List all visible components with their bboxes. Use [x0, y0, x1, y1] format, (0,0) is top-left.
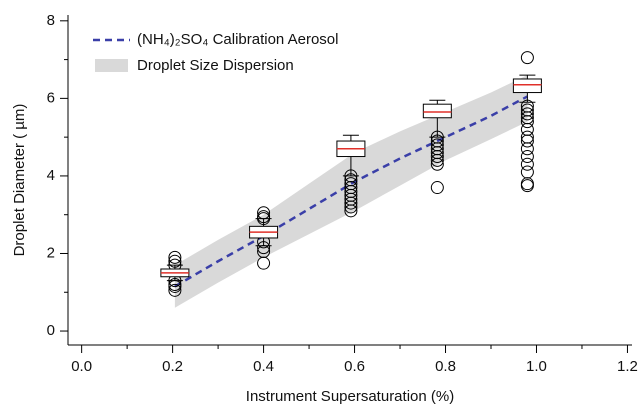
outlier	[520, 103, 534, 117]
outlier	[520, 130, 534, 144]
x-tick-label: 1.2	[617, 358, 638, 375]
legend-band-swatch	[95, 59, 128, 72]
legend-label: (NH₄)₂SO₄ Calibration Aerosol	[137, 31, 338, 48]
y-tick-label: 4	[47, 167, 55, 184]
x-tick-label: 0.4	[253, 358, 274, 375]
box	[422, 103, 452, 119]
x-axis-label: Instrument Supersaturation (%)	[246, 388, 454, 405]
x-tick-label: 0.2	[162, 358, 183, 375]
y-tick-label: 6	[47, 89, 55, 106]
dispersion-band	[174, 75, 528, 308]
outlier	[520, 107, 534, 121]
x-tick-label: 1.0	[526, 358, 547, 375]
outlier	[257, 256, 271, 270]
box	[512, 78, 542, 94]
outlier	[430, 181, 444, 195]
y-tick-label: 8	[47, 12, 55, 29]
outlier	[520, 51, 534, 65]
y-tick-label: 0	[47, 322, 55, 339]
outlier	[430, 138, 444, 152]
outlier	[520, 150, 534, 164]
calibration-line	[174, 95, 528, 288]
y-axis-label: Droplet Diameter ( µm)	[11, 104, 28, 257]
legend-label: Droplet Size Dispersion	[137, 57, 294, 74]
x-tick-label: 0.0	[71, 358, 92, 375]
outlier	[520, 165, 534, 179]
outlier	[168, 250, 182, 264]
x-tick-label: 0.6	[344, 358, 365, 375]
outlier	[344, 177, 358, 191]
outlier	[520, 157, 534, 171]
outlier	[168, 283, 182, 297]
x-tick-label: 0.8	[435, 358, 456, 375]
y-tick-label: 2	[47, 244, 55, 261]
